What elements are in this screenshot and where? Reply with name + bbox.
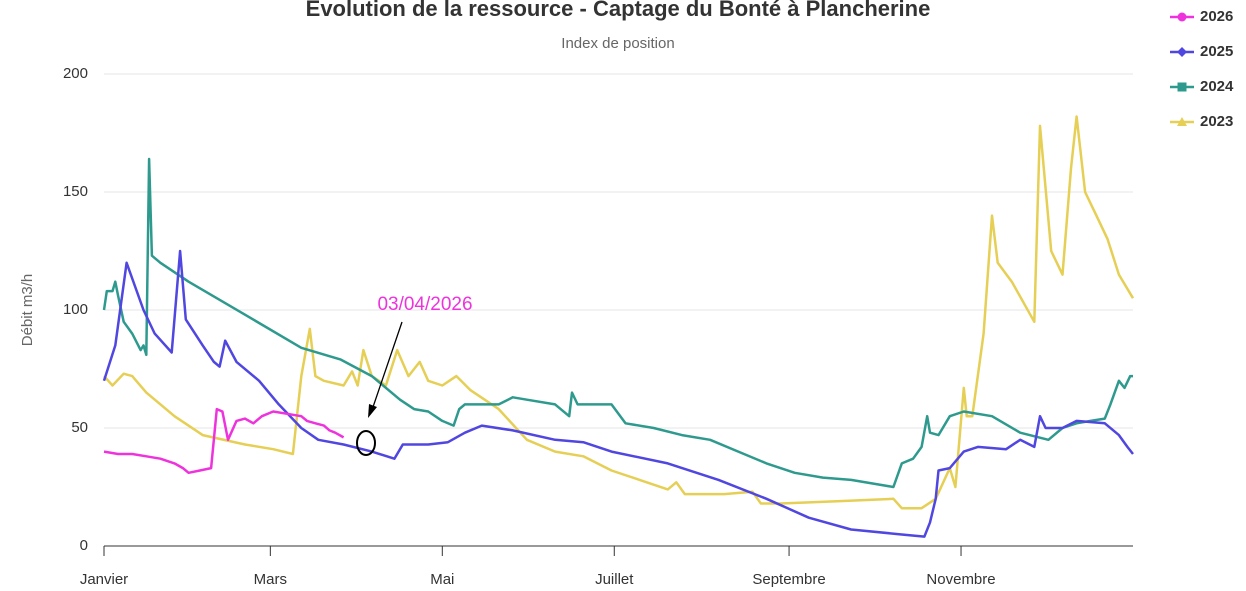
chart-subtitle: Index de position	[561, 35, 674, 52]
y-tick-label: 150	[63, 183, 88, 200]
y-tick-label: 200	[63, 65, 88, 82]
x-tick-label: Mars	[254, 571, 287, 588]
annotation: 03/04/2026	[377, 294, 472, 315]
series-line	[103, 407, 345, 475]
series-line	[102, 157, 1133, 489]
x-tick-label: Novembre	[926, 571, 995, 588]
legend-label: 2026	[1200, 8, 1233, 25]
legend-label: 2025	[1200, 43, 1233, 60]
series-line	[102, 249, 1134, 538]
y-tick-label: 0	[80, 537, 88, 554]
x-tick-label: Juillet	[595, 571, 634, 588]
x-tick-label: Septembre	[752, 571, 825, 588]
legend-marker	[1177, 12, 1187, 22]
plot-area: 0 50 100 150 200 Janvier Mars Mai Juillet Septemb…	[63, 65, 1135, 588]
legend-marker	[1177, 117, 1187, 126]
y-tick-label: 50	[71, 419, 88, 436]
legend-marker	[1177, 82, 1187, 92]
x-tick-label: Mai	[430, 571, 454, 588]
annotation-circle	[356, 430, 376, 456]
x-tick-label: Janvier	[80, 571, 128, 588]
legend-label: 2024	[1200, 78, 1234, 95]
y-tick-label: 100	[63, 301, 88, 318]
series-line	[103, 115, 1135, 510]
y-axis-label: Débit m3/h	[19, 274, 36, 347]
chart-title: Evolution de la ressource - Captage du B…	[306, 0, 931, 21]
annotation-arrow	[371, 321, 403, 411]
annotation-arrow-head	[368, 404, 377, 418]
legend-marker	[1177, 47, 1187, 57]
legend-label: 2023	[1200, 113, 1233, 130]
